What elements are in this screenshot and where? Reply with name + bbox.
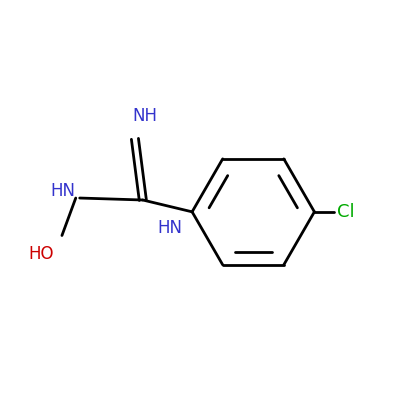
Text: HN: HN	[157, 219, 182, 237]
Text: NH: NH	[132, 107, 157, 125]
Text: Cl: Cl	[337, 203, 354, 221]
Text: HN: HN	[51, 182, 76, 200]
Text: HO: HO	[28, 245, 54, 263]
